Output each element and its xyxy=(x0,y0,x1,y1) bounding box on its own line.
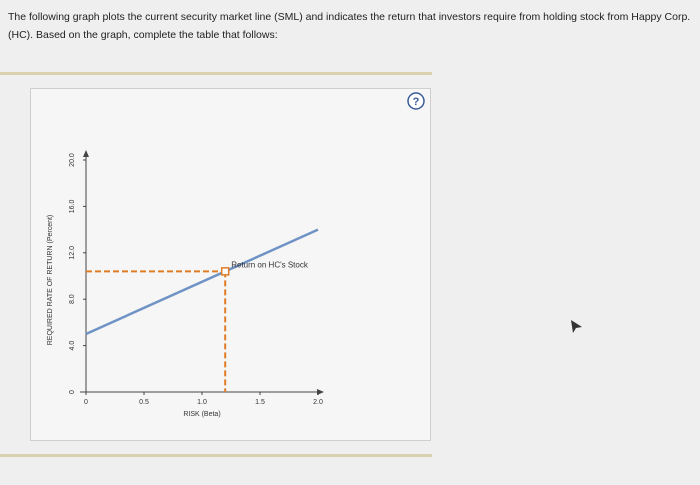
intro-line: The following graph plots the current se… xyxy=(8,11,691,23)
x-tick-label: 0 xyxy=(84,399,88,406)
x-axis-arrow xyxy=(317,389,324,395)
y-tick-label: 20.0 xyxy=(69,153,76,167)
y-tick-label: 0 xyxy=(69,390,76,394)
sml-line xyxy=(85,228,319,336)
x-tick-label: 1.0 xyxy=(197,399,207,406)
point-label: Return on HC's Stock xyxy=(231,260,309,269)
cursor xyxy=(571,320,582,333)
y-axis-arrow xyxy=(83,150,89,157)
y-tick-label: 8.0 xyxy=(69,294,76,304)
svg-text:?: ? xyxy=(413,96,420,108)
separator xyxy=(0,72,432,75)
y-tick-label: 12.0 xyxy=(69,246,76,260)
chart-panel xyxy=(30,88,431,441)
intro: The following graph plots the current se… xyxy=(8,8,698,44)
y-tick-label: 16.0 xyxy=(69,199,76,213)
help-icon[interactable]: ? xyxy=(407,92,425,110)
point xyxy=(220,267,230,276)
x-tick-label: 1.5 xyxy=(255,399,265,406)
separator xyxy=(0,454,432,457)
x-tick-label: 2.0 xyxy=(313,399,323,406)
x-axis-label: RISK (Beta) xyxy=(183,411,220,418)
x-tick-label: 0.5 xyxy=(139,399,149,406)
y-axis-label: REQUIRED RATE OF RETURN (Percent) xyxy=(47,215,54,346)
intro-line: (HC). Based on the graph, complete the t… xyxy=(8,29,278,41)
y-tick-label: 4.0 xyxy=(69,341,76,351)
